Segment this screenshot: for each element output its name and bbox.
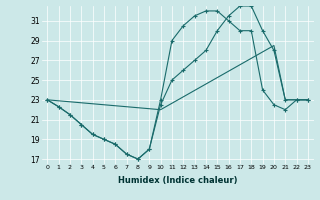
X-axis label: Humidex (Indice chaleur): Humidex (Indice chaleur) <box>118 176 237 185</box>
